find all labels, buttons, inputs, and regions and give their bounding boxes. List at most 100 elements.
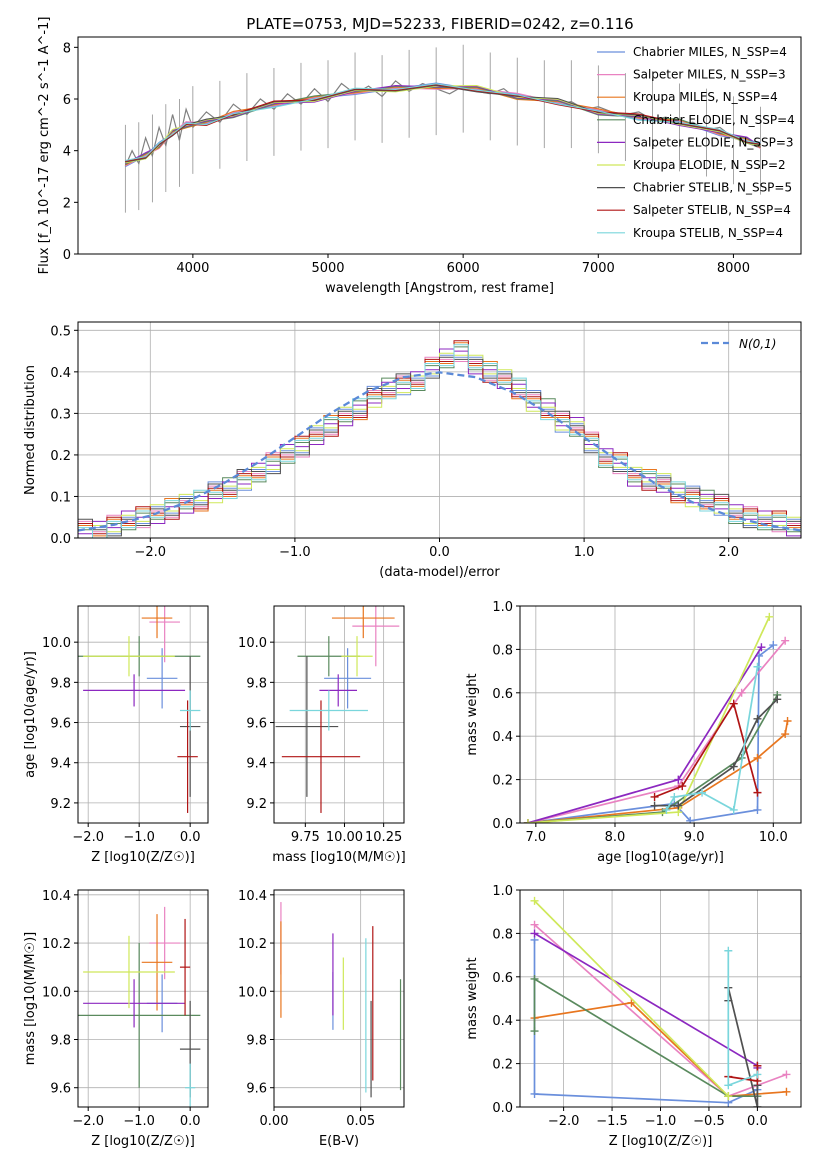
x-tick-label: −2.0 (72, 830, 104, 845)
y-tick-label: 0.5 (50, 324, 71, 339)
weight-line (727, 950, 758, 1087)
x-axis-label: age [log10(age/yr)] (597, 850, 724, 865)
weight-line (533, 900, 729, 1097)
x-tick-label: 9.0 (684, 830, 705, 845)
y-tick-label: 9.6 (50, 1082, 71, 1097)
axes-frame (519, 605, 802, 824)
x-axis-label: E(B-V) (319, 1134, 359, 1149)
y-axis-label: mass weight (465, 673, 480, 755)
y-tick-label: 10.4 (238, 889, 267, 904)
y-tick-label: 9.6 (246, 1082, 267, 1097)
model-spectrum (125, 84, 761, 163)
y-tick-label: 0.8 (492, 927, 513, 942)
x-tick-label: −0.5 (693, 1114, 725, 1129)
y-tick-label: 10.0 (42, 636, 71, 651)
weight-line (533, 939, 759, 1104)
chart-6: 0.00 0.05 9.6 9.8 10.0 10.2 10.4 E(B-V) (238, 889, 405, 1149)
x-tick-label: 6000 (447, 261, 480, 276)
x-tick-label: 0.05 (346, 1114, 375, 1129)
y-tick-label: 0.2 (50, 449, 71, 464)
y-tick-label: 6 (63, 93, 71, 108)
model-spectrum (125, 85, 761, 165)
y-tick-label: 9.6 (246, 717, 267, 732)
weight-line (527, 644, 774, 823)
plot-area (530, 896, 791, 1107)
weight-marker (753, 1061, 762, 1070)
y-tick-label: 0.0 (492, 817, 513, 832)
x-axis-label: Z [log10(Z/Z☉)] (91, 1134, 195, 1149)
weight-marker (729, 762, 738, 771)
weight-marker (753, 805, 762, 814)
chart-5: −2.0 −1.0 0.0 9.6 9.8 10.0 10.2 10.4 Z [log10(Z/… (23, 889, 209, 1149)
plot-area (78, 340, 801, 538)
x-tick-label: 2.0 (718, 545, 739, 560)
axes-frame (273, 889, 405, 1108)
x-tick-label: 0.0 (429, 545, 450, 560)
legend-entry: Kroupa MILES, N_SSP=4 (633, 90, 778, 104)
y-tick-label: 9.6 (50, 717, 71, 732)
y-tick-label: 10.2 (42, 937, 71, 952)
plot-area (78, 906, 201, 1107)
weight-line (727, 987, 759, 1107)
gaussian-curve (78, 371, 801, 532)
weight-line (527, 694, 779, 823)
chart-0: Chabrier MILES, N_SSP=4 Salpeter MILES, N… (37, 17, 802, 296)
legend-entry: Kroupa ELODIE, N_SSP=2 (633, 158, 786, 172)
axes-frame (77, 605, 209, 824)
plot-area (523, 612, 792, 823)
axes-frame (77, 889, 209, 1108)
y-tick-label: 9.8 (246, 1033, 267, 1048)
y-tick-label: 9.4 (246, 757, 267, 772)
weight-line (527, 616, 771, 823)
x-tick-label: 9.75 (291, 830, 320, 845)
y-tick-label: 9.4 (50, 757, 71, 772)
legend-entry: Kroupa STELIB, N_SSP=4 (633, 226, 783, 240)
weight-marker (753, 753, 762, 762)
weight-marker (530, 1089, 539, 1098)
plot-area (124, 44, 761, 213)
y-tick-label: 9.8 (246, 676, 267, 691)
y-tick-label: 10.4 (42, 889, 71, 904)
y-axis-label: mass [log10(M/M☉)] (23, 932, 38, 1065)
residual-histogram (78, 344, 801, 538)
y-tick-label: 10.0 (238, 985, 267, 1000)
x-tick-label: 10.0 (759, 830, 788, 845)
weight-marker (729, 699, 738, 708)
x-tick-label: −1.0 (279, 545, 311, 560)
legend-entry: Chabrier STELIB, N_SSP=5 (633, 181, 792, 195)
weight-marker (530, 896, 539, 905)
y-tick-label: 0.6 (492, 687, 513, 702)
y-tick-label: 0.0 (50, 532, 71, 547)
weight-line (534, 932, 759, 1068)
legend: Chabrier MILES, N_SSP=4 Salpeter MILES, N… (597, 45, 795, 240)
plot-area (275, 606, 400, 813)
axes-frame (77, 36, 802, 255)
weight-marker (782, 1070, 791, 1079)
weight-marker (729, 805, 738, 814)
residual-histogram (78, 352, 801, 538)
weight-marker (724, 1081, 733, 1090)
x-tick-label: 8000 (717, 261, 750, 276)
residual-histogram (78, 340, 801, 535)
y-tick-label: 9.8 (50, 1033, 71, 1048)
y-tick-label: 9.2 (50, 797, 71, 812)
weight-line (728, 1065, 759, 1082)
y-tick-label: 0.3 (50, 407, 71, 422)
axes-frame (273, 605, 405, 824)
y-tick-label: 1.0 (492, 600, 513, 615)
weight-marker (627, 998, 636, 1007)
weight-marker (530, 929, 539, 938)
weight-marker (674, 801, 683, 810)
weight-marker (686, 816, 695, 823)
y-axis-label: mass weight (465, 957, 480, 1039)
weight-line (527, 646, 763, 823)
y-tick-label: 0.4 (50, 366, 71, 381)
x-axis-label: Z [log10(Z/Z☉)] (609, 1134, 713, 1149)
y-tick-label: 0.8 (492, 643, 513, 658)
y-tick-label: 0.6 (492, 971, 513, 986)
weight-marker (753, 788, 762, 797)
weight-marker (753, 714, 762, 723)
x-tick-label: 0.00 (260, 1114, 289, 1129)
weight-marker (769, 641, 778, 650)
model-spectrum (125, 83, 761, 162)
